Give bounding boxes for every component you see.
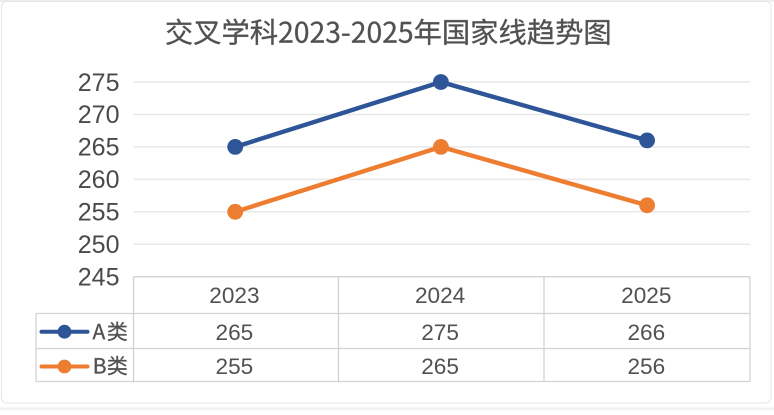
svg-text:270: 270 bbox=[78, 101, 120, 129]
svg-text:256: 256 bbox=[627, 354, 665, 379]
svg-text:255: 255 bbox=[78, 199, 120, 227]
svg-text:265: 265 bbox=[216, 320, 254, 345]
svg-text:2025: 2025 bbox=[621, 283, 671, 308]
svg-text:275: 275 bbox=[421, 320, 459, 345]
svg-text:266: 266 bbox=[627, 320, 665, 345]
svg-text:245: 245 bbox=[78, 264, 120, 292]
svg-text:275: 275 bbox=[78, 69, 120, 97]
svg-text:2024: 2024 bbox=[415, 283, 465, 308]
svg-text:2023: 2023 bbox=[209, 283, 259, 308]
svg-text:250: 250 bbox=[78, 231, 120, 259]
svg-text:260: 260 bbox=[78, 166, 120, 194]
svg-text:265: 265 bbox=[421, 354, 459, 379]
svg-text:265: 265 bbox=[78, 134, 120, 162]
svg-text:255: 255 bbox=[216, 354, 254, 379]
